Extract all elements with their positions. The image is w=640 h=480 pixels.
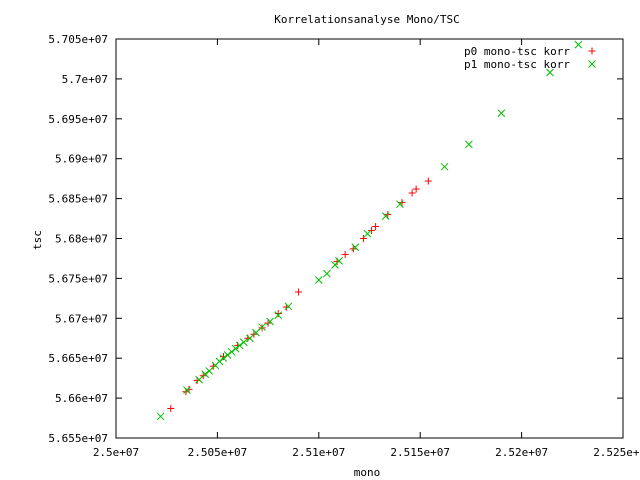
y-tick-label: 5.68e+07 <box>55 233 108 246</box>
x-tick-label: 2.52e+07 <box>495 446 548 459</box>
data-point <box>258 324 266 332</box>
data-point <box>323 269 331 278</box>
legend-label: p0 mono-tsc korr <box>464 45 570 58</box>
y-tick-label: 5.7e+07 <box>62 73 108 86</box>
data-point <box>408 189 416 197</box>
data-point <box>284 302 293 311</box>
data-point <box>183 386 191 394</box>
data-point <box>167 404 175 412</box>
data-point <box>574 40 583 49</box>
y-tick-label: 5.695e+07 <box>48 113 108 126</box>
data-point <box>195 375 204 384</box>
data-point <box>424 177 432 185</box>
x-tick-label: 2.515e+07 <box>390 446 450 459</box>
data-point <box>219 354 228 363</box>
legend-marker <box>588 60 596 68</box>
legend-label: p1 mono-tsc korr <box>464 58 570 71</box>
chart-title: Korrelationsanalyse Mono/TSC <box>274 13 459 26</box>
y-tick-label: 5.655e+07 <box>48 432 108 445</box>
data-point <box>205 367 214 375</box>
y-tick-label: 5.69e+07 <box>55 153 108 166</box>
data-point <box>235 341 244 350</box>
data-point <box>465 140 473 149</box>
data-point <box>215 357 224 366</box>
data-point <box>368 227 376 235</box>
data-point <box>274 311 283 319</box>
x-axis-label: mono <box>354 466 381 479</box>
data-point <box>372 223 380 231</box>
data-point <box>412 185 420 193</box>
data-point <box>201 370 210 379</box>
data-point <box>223 351 232 359</box>
data-point <box>497 109 506 118</box>
data-point <box>274 310 282 318</box>
data-point <box>295 288 303 296</box>
y-tick-label: 5.66e+07 <box>55 392 108 405</box>
y-tick-label: 5.685e+07 <box>48 193 108 206</box>
y-tick-label: 5.67e+07 <box>55 312 108 325</box>
data-point <box>359 235 367 242</box>
data-point <box>239 338 248 347</box>
y-tick-label: 5.665e+07 <box>48 352 108 365</box>
x-tick-label: 2.5e+07 <box>93 446 139 459</box>
data-point <box>252 328 260 337</box>
data-point <box>156 412 165 421</box>
data-point <box>227 347 236 356</box>
data-point <box>381 212 390 221</box>
data-point <box>258 323 266 331</box>
data-point <box>266 317 274 326</box>
data-point <box>396 200 404 209</box>
data-point <box>351 243 360 252</box>
y-axis-label: tsc <box>31 230 44 250</box>
y-tick-label: 5.705e+07 <box>48 33 108 46</box>
x-tick-label: 2.525e+07 <box>593 446 640 459</box>
axis-ticks: 2.5e+07 2.505e+07 2.51e+07 2.515e+07 2.52e+0… <box>48 33 640 459</box>
series-p1 <box>156 40 583 421</box>
legend-marker <box>588 47 596 55</box>
x-tick-label: 2.51e+07 <box>292 446 345 459</box>
x-tick-label: 2.505e+07 <box>188 446 248 459</box>
y-tick-label: 5.675e+07 <box>48 272 108 285</box>
data-point <box>546 68 554 77</box>
data-point <box>341 250 349 258</box>
data-point <box>440 162 449 171</box>
data-point <box>363 229 372 238</box>
data-point <box>245 334 254 343</box>
data-point <box>335 256 343 265</box>
data-point <box>231 344 240 353</box>
data-points <box>156 40 583 421</box>
data-point <box>314 276 323 284</box>
